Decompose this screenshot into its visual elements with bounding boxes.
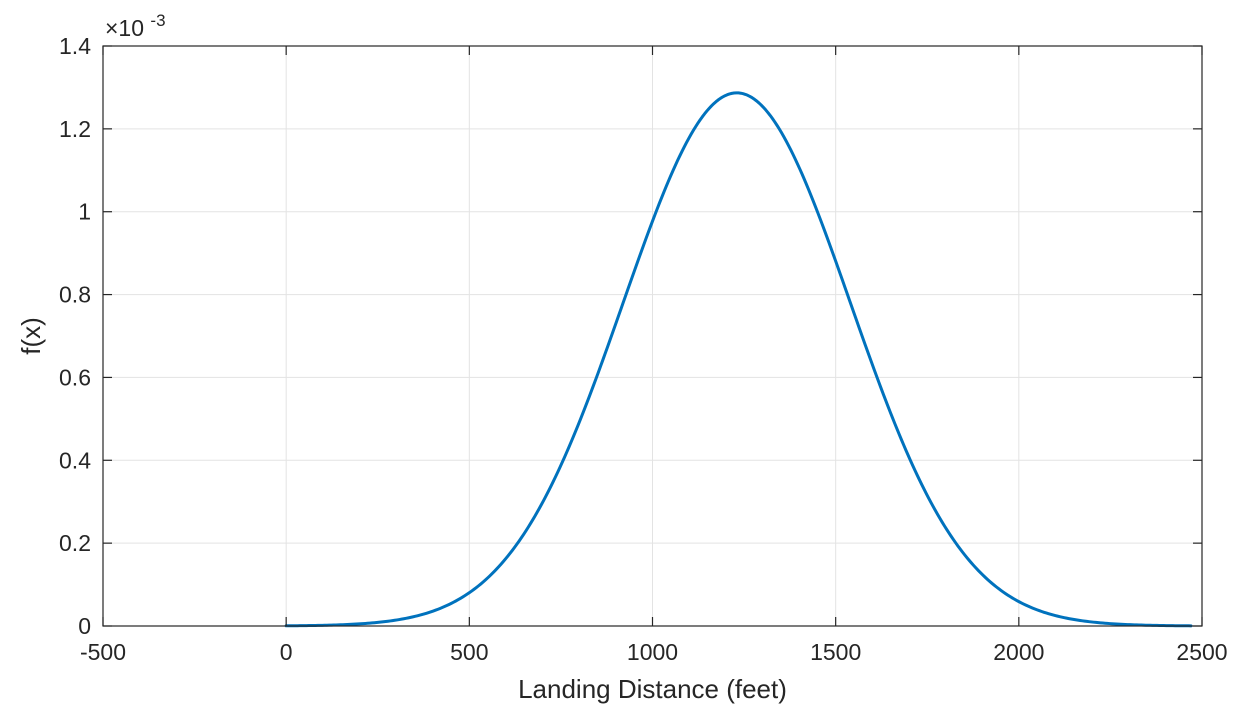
y-axis-exponent: ×10 -3 [105,11,166,41]
x-axis-label: Landing Distance (feet) [518,674,787,704]
x-tick-label: 2500 [1176,639,1227,665]
y-tick-labels: 0 0.2 0.4 0.6 0.8 1 1.2 1.4 [59,33,91,639]
y-axis-label: f(x) [16,317,46,355]
y-tick-label: 0.6 [59,364,91,390]
y-exponent-base: ×10 [105,15,144,41]
y-tick-label: 1 [78,199,91,225]
tick-layer [102,45,1203,627]
curve-layer [284,91,1193,628]
x-tick-label: 500 [450,639,488,665]
y-tick-label: 0.2 [59,530,91,556]
y-tick-label: 0.8 [59,282,91,308]
x-tick-label: 2000 [993,639,1044,665]
y-tick-label: 0.4 [59,447,91,473]
y-tick-label: 1.4 [59,33,91,59]
y-tick-label: 1.2 [59,116,91,142]
x-tick-label: 1000 [627,639,678,665]
x-tick-label: 1500 [810,639,861,665]
y-exponent-power: -3 [150,11,165,30]
x-tick-labels: -500 0 500 1000 1500 2000 2500 [80,639,1228,665]
grid-layer [103,46,1202,626]
x-tick-label: -500 [80,639,126,665]
y-tick-label: 0 [78,613,91,639]
x-tick-label: 0 [280,639,293,665]
series-line [284,91,1193,628]
